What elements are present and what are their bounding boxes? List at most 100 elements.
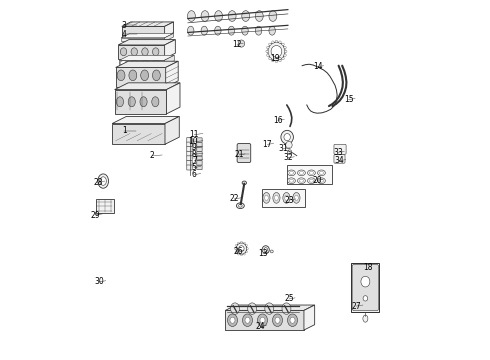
Text: 24: 24 [256,322,265,331]
Text: 29: 29 [91,211,100,220]
Text: 19: 19 [270,54,279,63]
Polygon shape [304,305,315,330]
Polygon shape [165,116,179,144]
Ellipse shape [282,303,291,314]
Bar [287,165,332,184]
Ellipse shape [319,179,323,182]
Text: 22: 22 [229,194,239,203]
Text: 13: 13 [258,249,268,258]
FancyBboxPatch shape [187,161,192,165]
FancyBboxPatch shape [334,155,345,163]
Text: 31: 31 [279,144,289,153]
Text: 32: 32 [283,153,293,162]
Text: 4: 4 [122,30,127,39]
Ellipse shape [215,26,221,35]
Ellipse shape [238,40,245,47]
Text: 3: 3 [122,21,127,30]
Ellipse shape [238,242,239,244]
FancyBboxPatch shape [197,147,202,151]
Polygon shape [115,90,167,114]
Ellipse shape [268,42,285,61]
Ellipse shape [239,246,244,251]
Ellipse shape [188,11,196,21]
Ellipse shape [279,59,281,62]
Ellipse shape [283,193,290,203]
Ellipse shape [282,57,284,60]
Text: 28: 28 [94,177,103,186]
Ellipse shape [152,61,159,65]
Ellipse shape [288,178,295,184]
Ellipse shape [279,41,281,44]
Ellipse shape [255,26,262,35]
Ellipse shape [269,11,277,21]
Ellipse shape [100,177,106,185]
Ellipse shape [244,242,245,244]
Ellipse shape [241,241,243,243]
Ellipse shape [288,170,295,176]
Ellipse shape [289,179,294,182]
Ellipse shape [152,48,159,56]
Ellipse shape [293,193,300,203]
Ellipse shape [243,314,252,327]
Ellipse shape [309,179,314,182]
Polygon shape [119,55,174,60]
Ellipse shape [152,70,160,81]
Text: 26: 26 [233,247,243,256]
Ellipse shape [275,40,278,42]
Polygon shape [165,33,173,41]
Text: 18: 18 [364,263,373,272]
Ellipse shape [245,317,250,323]
Bar [96,199,114,213]
Text: 10: 10 [188,137,198,146]
Text: 33: 33 [334,148,343,157]
FancyBboxPatch shape [187,142,192,147]
Ellipse shape [269,43,271,46]
Ellipse shape [239,204,242,207]
Polygon shape [166,61,178,87]
Text: 30: 30 [95,277,104,286]
Ellipse shape [267,54,269,57]
Ellipse shape [309,171,314,174]
Ellipse shape [272,314,283,327]
Ellipse shape [152,97,159,107]
Ellipse shape [282,43,284,46]
Ellipse shape [271,41,274,44]
Ellipse shape [363,296,368,301]
Ellipse shape [308,170,316,176]
Polygon shape [119,60,164,66]
Ellipse shape [288,314,297,327]
Polygon shape [165,40,175,59]
Text: 21: 21 [234,150,244,159]
Text: 23: 23 [285,195,294,204]
Ellipse shape [241,254,243,256]
Ellipse shape [244,253,245,255]
Ellipse shape [117,70,125,81]
Ellipse shape [363,315,368,322]
Text: 12: 12 [232,40,242,49]
Text: 11: 11 [190,130,199,139]
Ellipse shape [238,253,239,255]
Text: 20: 20 [312,176,322,185]
Ellipse shape [258,314,268,327]
Polygon shape [225,305,315,310]
Ellipse shape [262,246,270,253]
Ellipse shape [318,170,325,176]
Ellipse shape [246,244,247,246]
Ellipse shape [289,171,294,174]
Ellipse shape [236,243,247,254]
Ellipse shape [140,97,147,107]
Ellipse shape [284,54,286,57]
Ellipse shape [131,61,138,65]
Polygon shape [122,26,165,37]
Ellipse shape [271,59,274,62]
Ellipse shape [142,48,148,56]
Text: 15: 15 [344,95,353,104]
Ellipse shape [275,195,278,201]
Ellipse shape [286,141,292,149]
Ellipse shape [269,26,275,35]
Text: 27: 27 [352,302,361,311]
FancyBboxPatch shape [197,165,202,170]
Ellipse shape [201,11,209,21]
Ellipse shape [271,45,282,57]
Polygon shape [164,55,174,66]
